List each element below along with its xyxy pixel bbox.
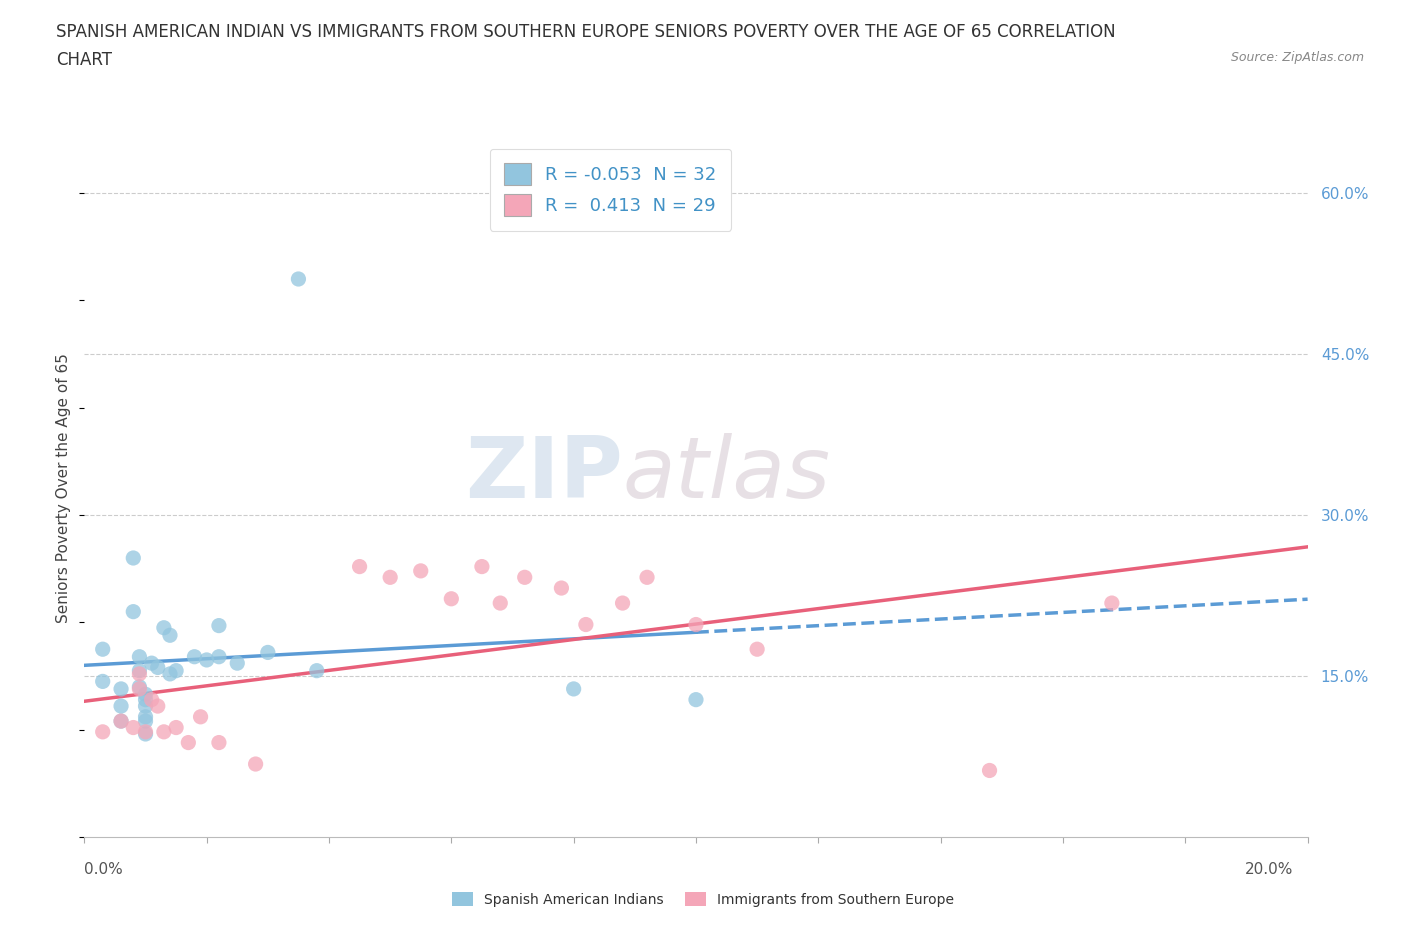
Point <box>208 735 231 750</box>
Point <box>122 604 145 619</box>
Point <box>135 687 157 702</box>
Text: atlas: atlas <box>623 432 831 516</box>
Point <box>110 682 132 697</box>
Text: Source: ZipAtlas.com: Source: ZipAtlas.com <box>1230 51 1364 64</box>
Point <box>135 692 157 707</box>
Text: SPANISH AMERICAN INDIAN VS IMMIGRANTS FROM SOUTHERN EUROPE SENIORS POVERTY OVER : SPANISH AMERICAN INDIAN VS IMMIGRANTS FR… <box>56 23 1116 41</box>
Point <box>612 595 634 610</box>
Point <box>513 570 536 585</box>
Point <box>141 656 163 671</box>
Point <box>979 763 1001 777</box>
Point <box>287 272 309 286</box>
Point <box>122 551 145 565</box>
Point <box>440 591 463 606</box>
Text: ZIP: ZIP <box>465 432 623 516</box>
Point <box>550 580 572 595</box>
Point <box>128 667 150 682</box>
Point <box>110 713 132 728</box>
Point <box>636 570 658 585</box>
Point <box>380 570 402 585</box>
Point <box>257 645 280 660</box>
Point <box>183 649 205 664</box>
Point <box>122 720 145 735</box>
Point <box>135 713 157 728</box>
Point <box>128 663 150 678</box>
Point <box>91 724 114 739</box>
Point <box>208 649 231 664</box>
Legend: Spanish American Indians, Immigrants from Southern Europe: Spanish American Indians, Immigrants fro… <box>446 885 960 914</box>
Point <box>141 692 163 707</box>
Point <box>195 653 218 668</box>
Point <box>165 663 187 678</box>
Point <box>146 698 169 713</box>
Point <box>159 628 181 643</box>
Text: CHART: CHART <box>56 51 112 69</box>
Point <box>159 667 181 682</box>
Y-axis label: Seniors Poverty Over the Age of 65: Seniors Poverty Over the Age of 65 <box>56 353 72 623</box>
Text: 0.0%: 0.0% <box>84 862 124 877</box>
Point <box>685 618 707 632</box>
Point <box>110 698 132 713</box>
Point <box>747 642 769 657</box>
Point <box>153 724 176 739</box>
Text: 20.0%: 20.0% <box>1246 862 1294 877</box>
Point <box>135 698 157 713</box>
Point <box>562 682 585 697</box>
Point <box>471 559 494 574</box>
Point <box>135 710 157 724</box>
Point <box>91 674 114 689</box>
Point <box>128 682 150 697</box>
Point <box>575 618 598 632</box>
Point <box>349 559 371 574</box>
Point <box>245 757 267 772</box>
Point <box>1101 595 1123 610</box>
Point <box>128 679 150 694</box>
Point <box>226 656 249 671</box>
Point <box>685 692 707 707</box>
Point <box>146 660 169 675</box>
Point <box>208 618 231 633</box>
Point <box>91 642 114 657</box>
Point <box>135 724 157 739</box>
Point <box>135 726 157 741</box>
Point <box>489 595 512 610</box>
Point <box>165 720 187 735</box>
Point <box>177 735 200 750</box>
Point <box>305 663 328 678</box>
Point <box>409 564 432 578</box>
Point <box>153 620 176 635</box>
Legend: R = -0.053  N = 32, R =  0.413  N = 29: R = -0.053 N = 32, R = 0.413 N = 29 <box>489 149 731 231</box>
Point <box>190 710 212 724</box>
Point <box>110 713 132 728</box>
Point <box>128 649 150 664</box>
